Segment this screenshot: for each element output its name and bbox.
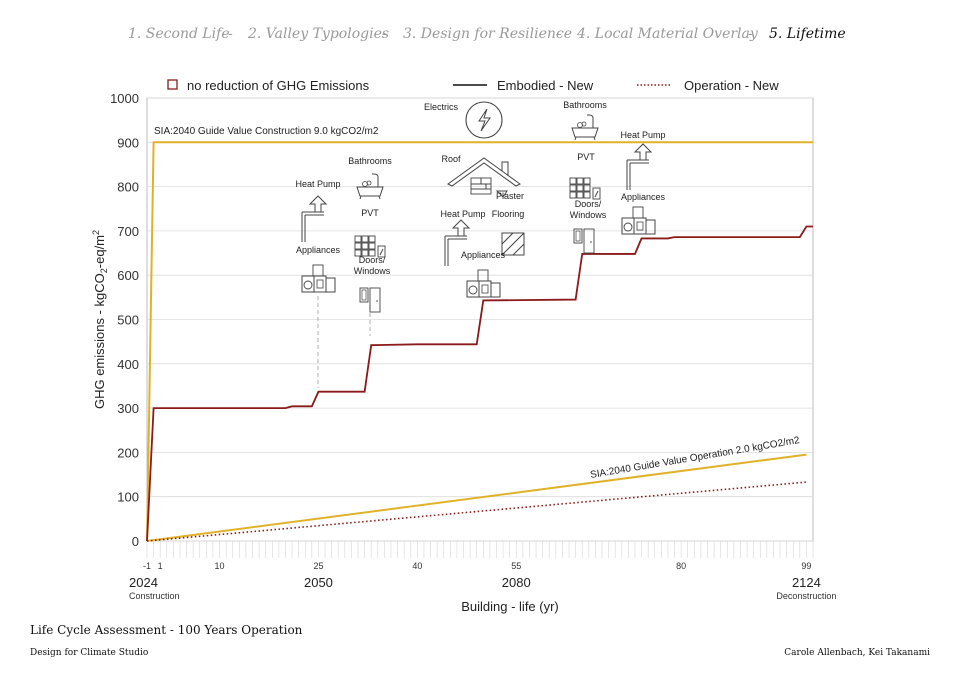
nav-item-2[interactable]: 2. Valley Typologies — [248, 26, 390, 42]
annotation-label: Heat Pump — [620, 130, 665, 140]
nav-item-3[interactable]: 3. Design for Resilience — [403, 26, 573, 42]
y-tick-label: 600 — [117, 268, 139, 283]
y-tick-label: 800 — [117, 180, 139, 195]
annotation-label: Electrics — [424, 102, 459, 112]
embodied-series-line — [146, 225, 813, 542]
construction-guide-line — [146, 141, 813, 542]
flooring-icon: Flooring — [492, 209, 525, 256]
y-tick-label: 1000 — [110, 91, 139, 106]
legend-square-icon — [167, 79, 178, 90]
year-label: 2050 — [304, 575, 333, 590]
plaster-icon: Plaster — [495, 190, 524, 201]
nav-separator: - — [228, 26, 233, 42]
annotation-label: Appliances — [621, 192, 666, 202]
annotation-label: Doors/ — [575, 199, 602, 209]
x-tick-label: 40 — [412, 561, 422, 571]
x-tick-label: 10 — [215, 561, 225, 571]
nav-item-5[interactable]: 5. Lifetime — [769, 26, 846, 42]
heat-pump-icon: Heat Pump — [295, 179, 341, 242]
appliances-icon: Appliances — [621, 192, 666, 235]
annotation-label: Appliances — [296, 245, 341, 255]
y-tick-label: 500 — [117, 313, 139, 328]
x-tick-label: 1 — [158, 561, 163, 571]
roof-icon: Roof — [441, 154, 521, 195]
x-tick-label: 25 — [313, 561, 323, 571]
annotation-label: Appliances — [461, 250, 506, 260]
pvt-icon: PVT — [569, 152, 601, 200]
annotation-label: Plaster — [496, 191, 524, 201]
appliances-icon: Appliances — [461, 250, 506, 298]
legend-label: no reduction of GHG Emissions — [187, 78, 370, 93]
nav-item-4[interactable]: 4. Local Material Overlay — [577, 26, 758, 42]
nav-separator: - — [748, 26, 753, 42]
appliances-icon: Appliances — [296, 245, 341, 293]
x-tick-label: 55 — [511, 561, 521, 571]
doors-windows-icon: Doors/Windows — [354, 255, 391, 313]
footer-subtitle: Design for Climate Studio — [30, 648, 149, 658]
y-tick-label: 400 — [117, 357, 139, 372]
nav-separator: - — [557, 26, 562, 42]
heat-pump-icon: Heat Pump — [620, 130, 666, 190]
annotation-label: PVT — [361, 208, 379, 218]
footer-title: Life Cycle Assessment - 100 Years Operat… — [30, 623, 303, 637]
construction-guide-label: SIA:2040 Guide Value Construction 9.0 kg… — [154, 126, 379, 137]
y-tick-label: 0 — [132, 534, 139, 549]
legend-label: Operation - New — [684, 78, 779, 93]
annotation-label: Heat Pump — [295, 179, 340, 189]
annotation-label: PVT — [577, 152, 595, 162]
x-tick-label: -1 — [143, 561, 151, 571]
year-label: 2124 — [792, 575, 821, 590]
nav-separator: - — [382, 26, 387, 42]
doors-windows-icon: Doors/Windows — [570, 199, 607, 254]
x-axis-label: Building - life (yr) — [461, 599, 559, 614]
bathtub-icon: Bathrooms — [563, 100, 607, 141]
annotation-label: Windows — [354, 266, 391, 276]
electrics-icon: Electrics — [424, 101, 503, 139]
year-label: 2080 — [502, 575, 531, 590]
annotation-label: Roof — [441, 154, 461, 164]
annotation-label: Flooring — [492, 209, 525, 219]
x-tick-label: 80 — [676, 561, 686, 571]
y-tick-label: 100 — [117, 490, 139, 505]
section-navigation: 1. Second Life 2. Valley Typologies 3. Des… — [0, 26, 960, 48]
y-tick-label: 300 — [117, 401, 139, 416]
operation-guide-line — [146, 453, 807, 542]
annotation-label: Bathrooms — [563, 100, 607, 110]
annotation-label: Windows — [570, 210, 607, 220]
year-note: Construction — [129, 591, 180, 601]
nav-item-1[interactable]: 1. Second Life — [128, 26, 230, 42]
year-note: Deconstruction — [776, 591, 836, 601]
y-tick-label: 900 — [117, 135, 139, 150]
footer-authors: Carole Allenbach, Kei Takanami — [784, 648, 930, 658]
x-tick-label: 99 — [801, 561, 811, 571]
ghg-emissions-chart: 0 100 200 300 400 500 600 700 800 900 1000 -1 1 10 25 4… — [91, 78, 836, 614]
y-axis-label: GHG emissions - kgCO2-eq/m2 — [91, 230, 109, 409]
year-label: 2024 — [129, 575, 158, 590]
bathtub-icon: Bathrooms — [348, 156, 392, 200]
legend-label: Embodied - New — [497, 78, 594, 93]
pvt-icon: PVT — [354, 208, 386, 258]
heat-pump-icon: Heat Pump — [440, 209, 486, 266]
y-tick-label: 700 — [117, 224, 139, 239]
annotation-label: Bathrooms — [348, 156, 392, 166]
annotation-label: Heat Pump — [440, 209, 485, 219]
annotation-label: Doors/ — [359, 255, 386, 265]
y-tick-label: 200 — [117, 445, 139, 460]
